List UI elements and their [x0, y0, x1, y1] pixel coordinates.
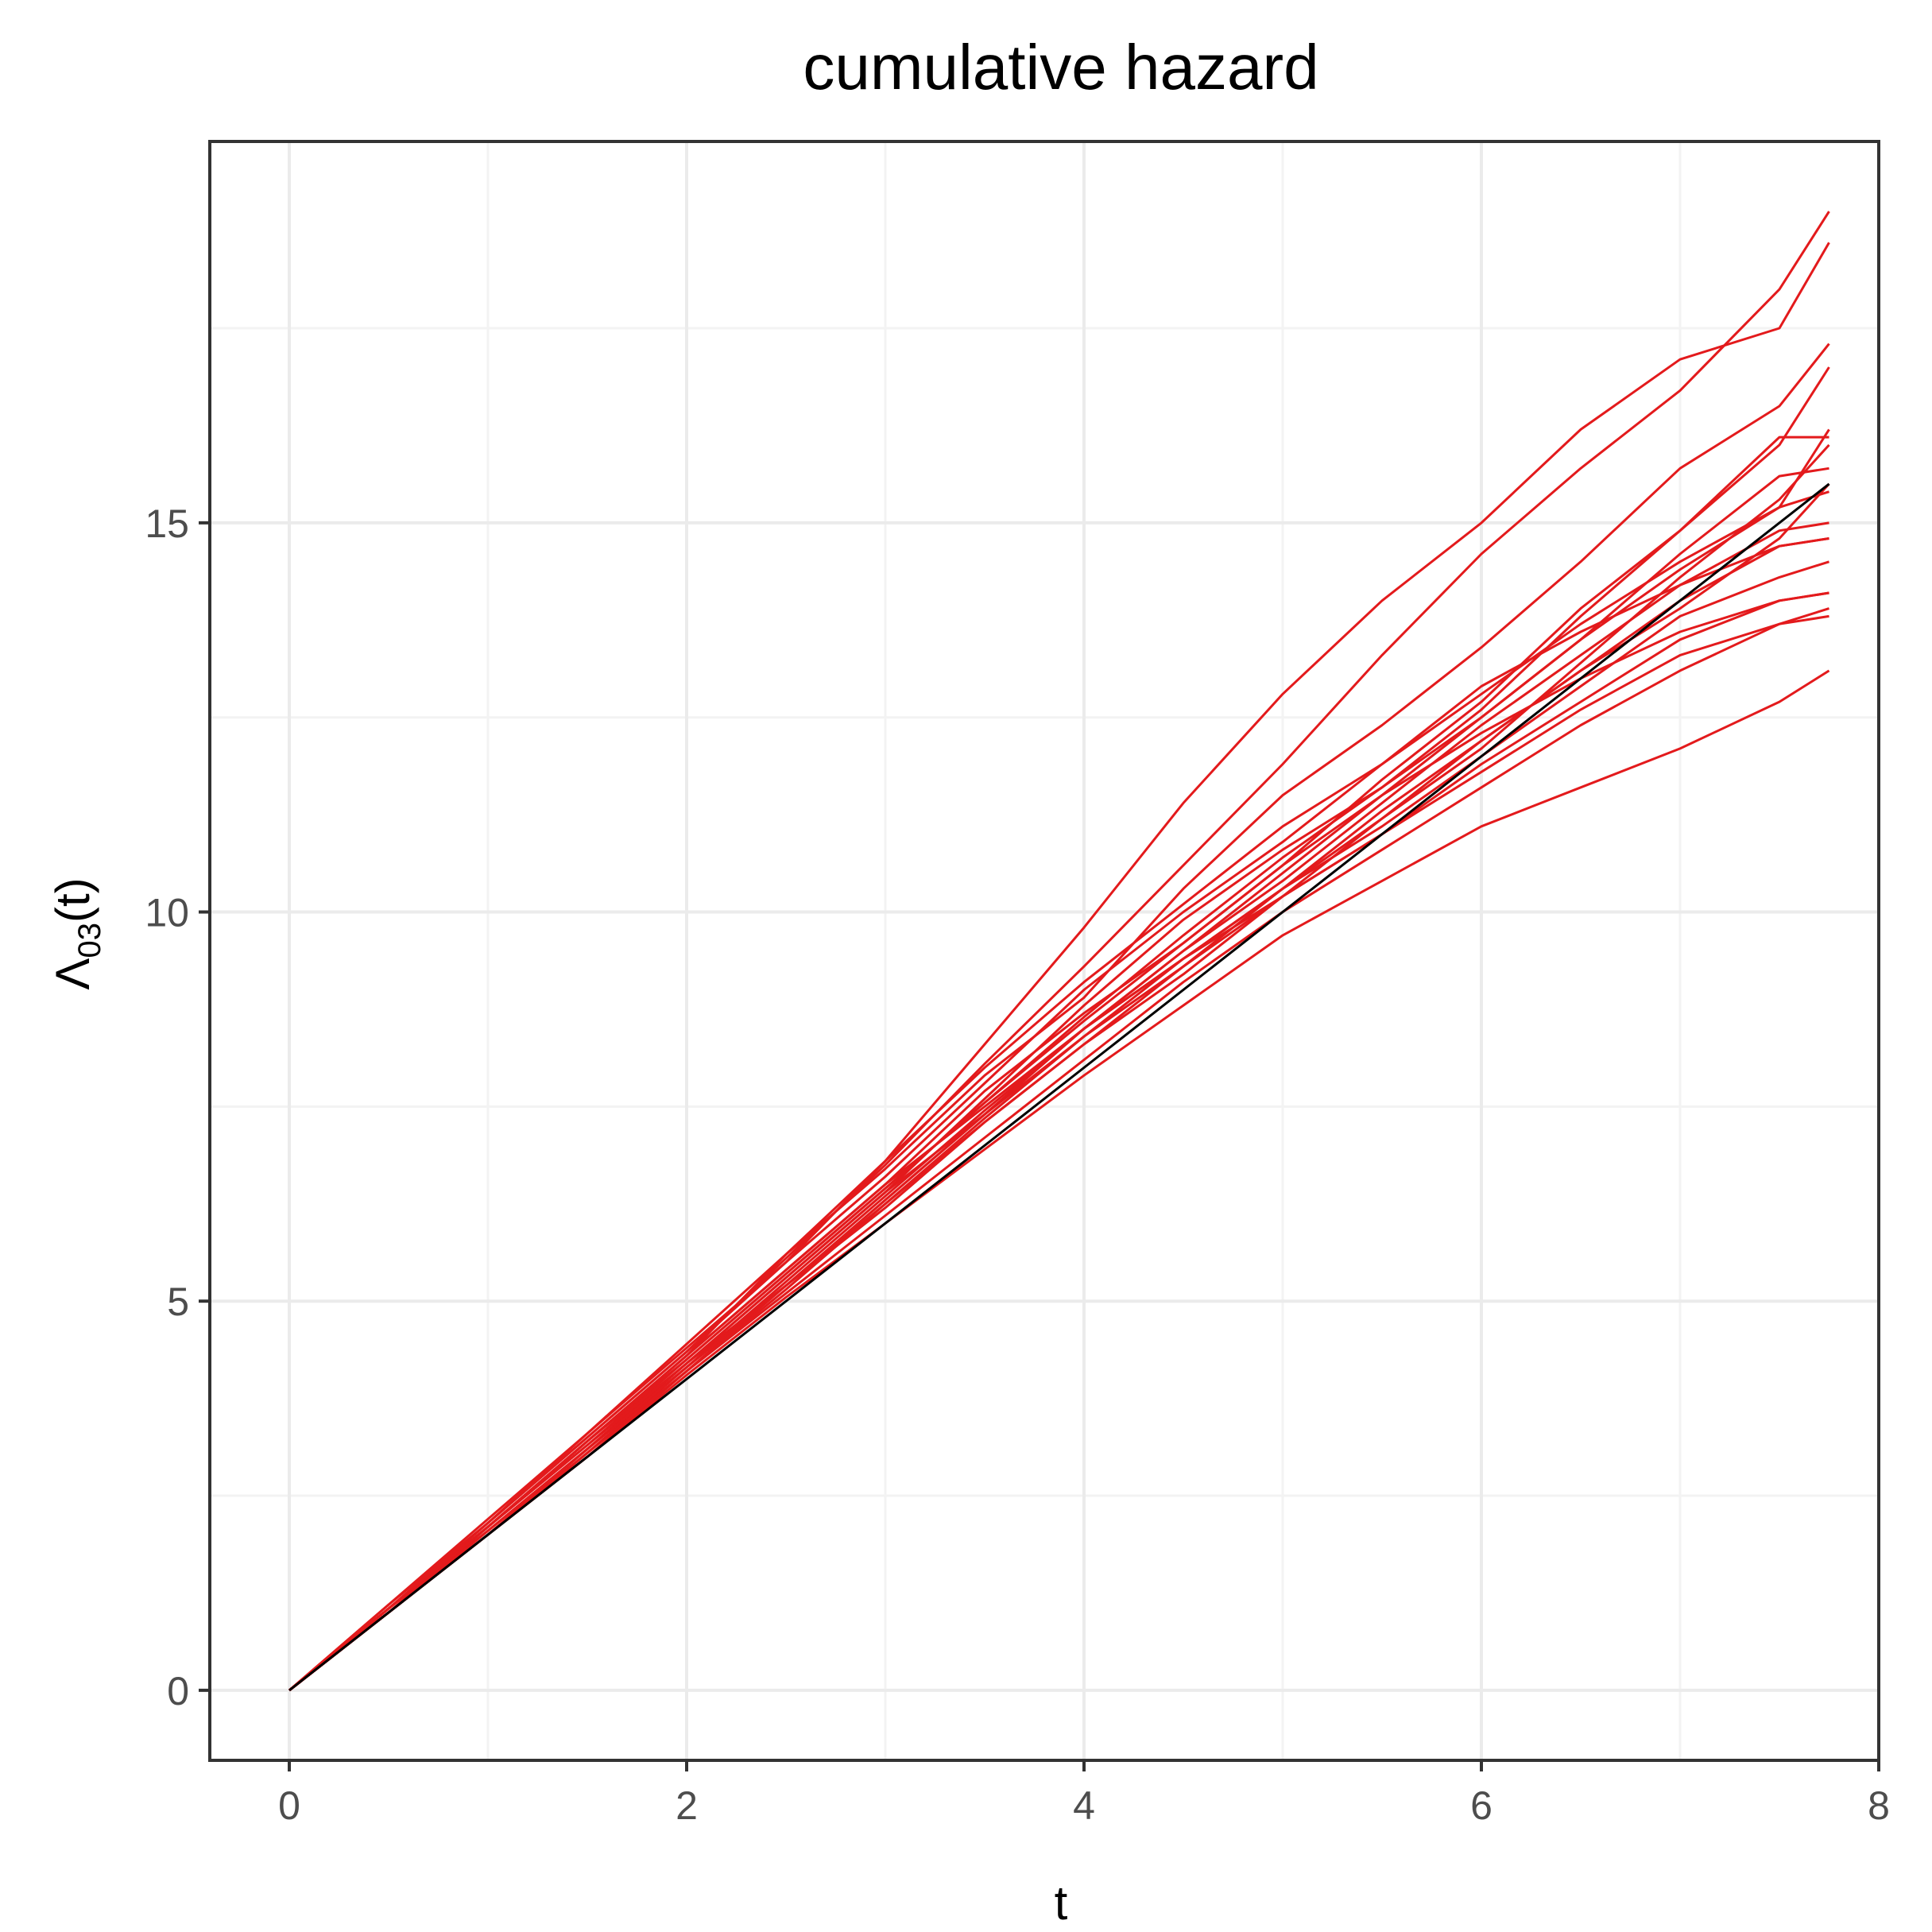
y-axis-title-main: Λ: [46, 958, 99, 990]
series-lines: [288, 211, 1830, 1692]
simulated-hazard-line: [288, 443, 1830, 1692]
axes: 0 2 4 6 8 0 5 10 15: [145, 501, 1890, 1828]
simulated-hazard-line: [288, 560, 1829, 1692]
y-tick-label: 10: [145, 891, 189, 935]
x-axis-title: t: [1055, 1876, 1068, 1930]
simulated-hazard-line: [288, 607, 1829, 1692]
plot-panel-border: [208, 140, 1880, 1762]
y-tick-label: 5: [167, 1280, 189, 1324]
x-tick-label: 2: [676, 1783, 698, 1828]
true-hazard-line: [288, 482, 1830, 1692]
simulated-hazard-line: [288, 591, 1829, 1692]
y-axis-title-suffix: (t): [46, 877, 99, 923]
simulated-hazard-line: [288, 428, 1830, 1692]
simulated-hazard-line: [288, 211, 1830, 1692]
chart-title: cumulative hazard: [803, 32, 1318, 103]
grid-lines: [210, 141, 1880, 1760]
x-tick-label: 6: [1470, 1783, 1493, 1828]
simulated-hazard-line: [288, 591, 1829, 1692]
simulated-hazard-line: [288, 669, 1830, 1692]
simulated-hazard-line: [288, 537, 1829, 1692]
y-axis-title-subscript: 03: [72, 923, 107, 958]
simulated-hazard-line: [288, 242, 1830, 1692]
y-tick-label: 15: [145, 501, 189, 546]
x-tick-label: 4: [1073, 1783, 1095, 1828]
y-tick-label: 0: [167, 1669, 189, 1713]
x-tick-label: 0: [278, 1783, 300, 1828]
simulated-hazard-line: [288, 537, 1829, 1692]
simulated-hazard-line: [288, 614, 1829, 1692]
simulated-hazard-line: [288, 343, 1830, 1692]
y-axis-title: Λ03(t): [46, 877, 107, 989]
x-tick-label: 8: [1868, 1783, 1890, 1828]
